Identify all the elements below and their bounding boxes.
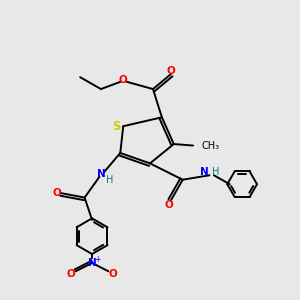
Text: O: O <box>167 66 175 76</box>
Text: O: O <box>67 269 76 279</box>
Text: O: O <box>52 188 61 198</box>
Text: H: H <box>106 175 114 185</box>
Text: S: S <box>112 120 121 133</box>
Text: ⁻: ⁻ <box>67 275 71 284</box>
Text: O: O <box>118 75 127 85</box>
Text: O: O <box>165 200 174 210</box>
Text: H: H <box>212 167 220 177</box>
Text: O: O <box>109 269 117 279</box>
Text: CH₃: CH₃ <box>201 140 220 151</box>
Text: +: + <box>94 255 101 264</box>
Text: N: N <box>88 258 96 268</box>
Text: N: N <box>200 167 209 177</box>
Text: N: N <box>98 169 106 179</box>
